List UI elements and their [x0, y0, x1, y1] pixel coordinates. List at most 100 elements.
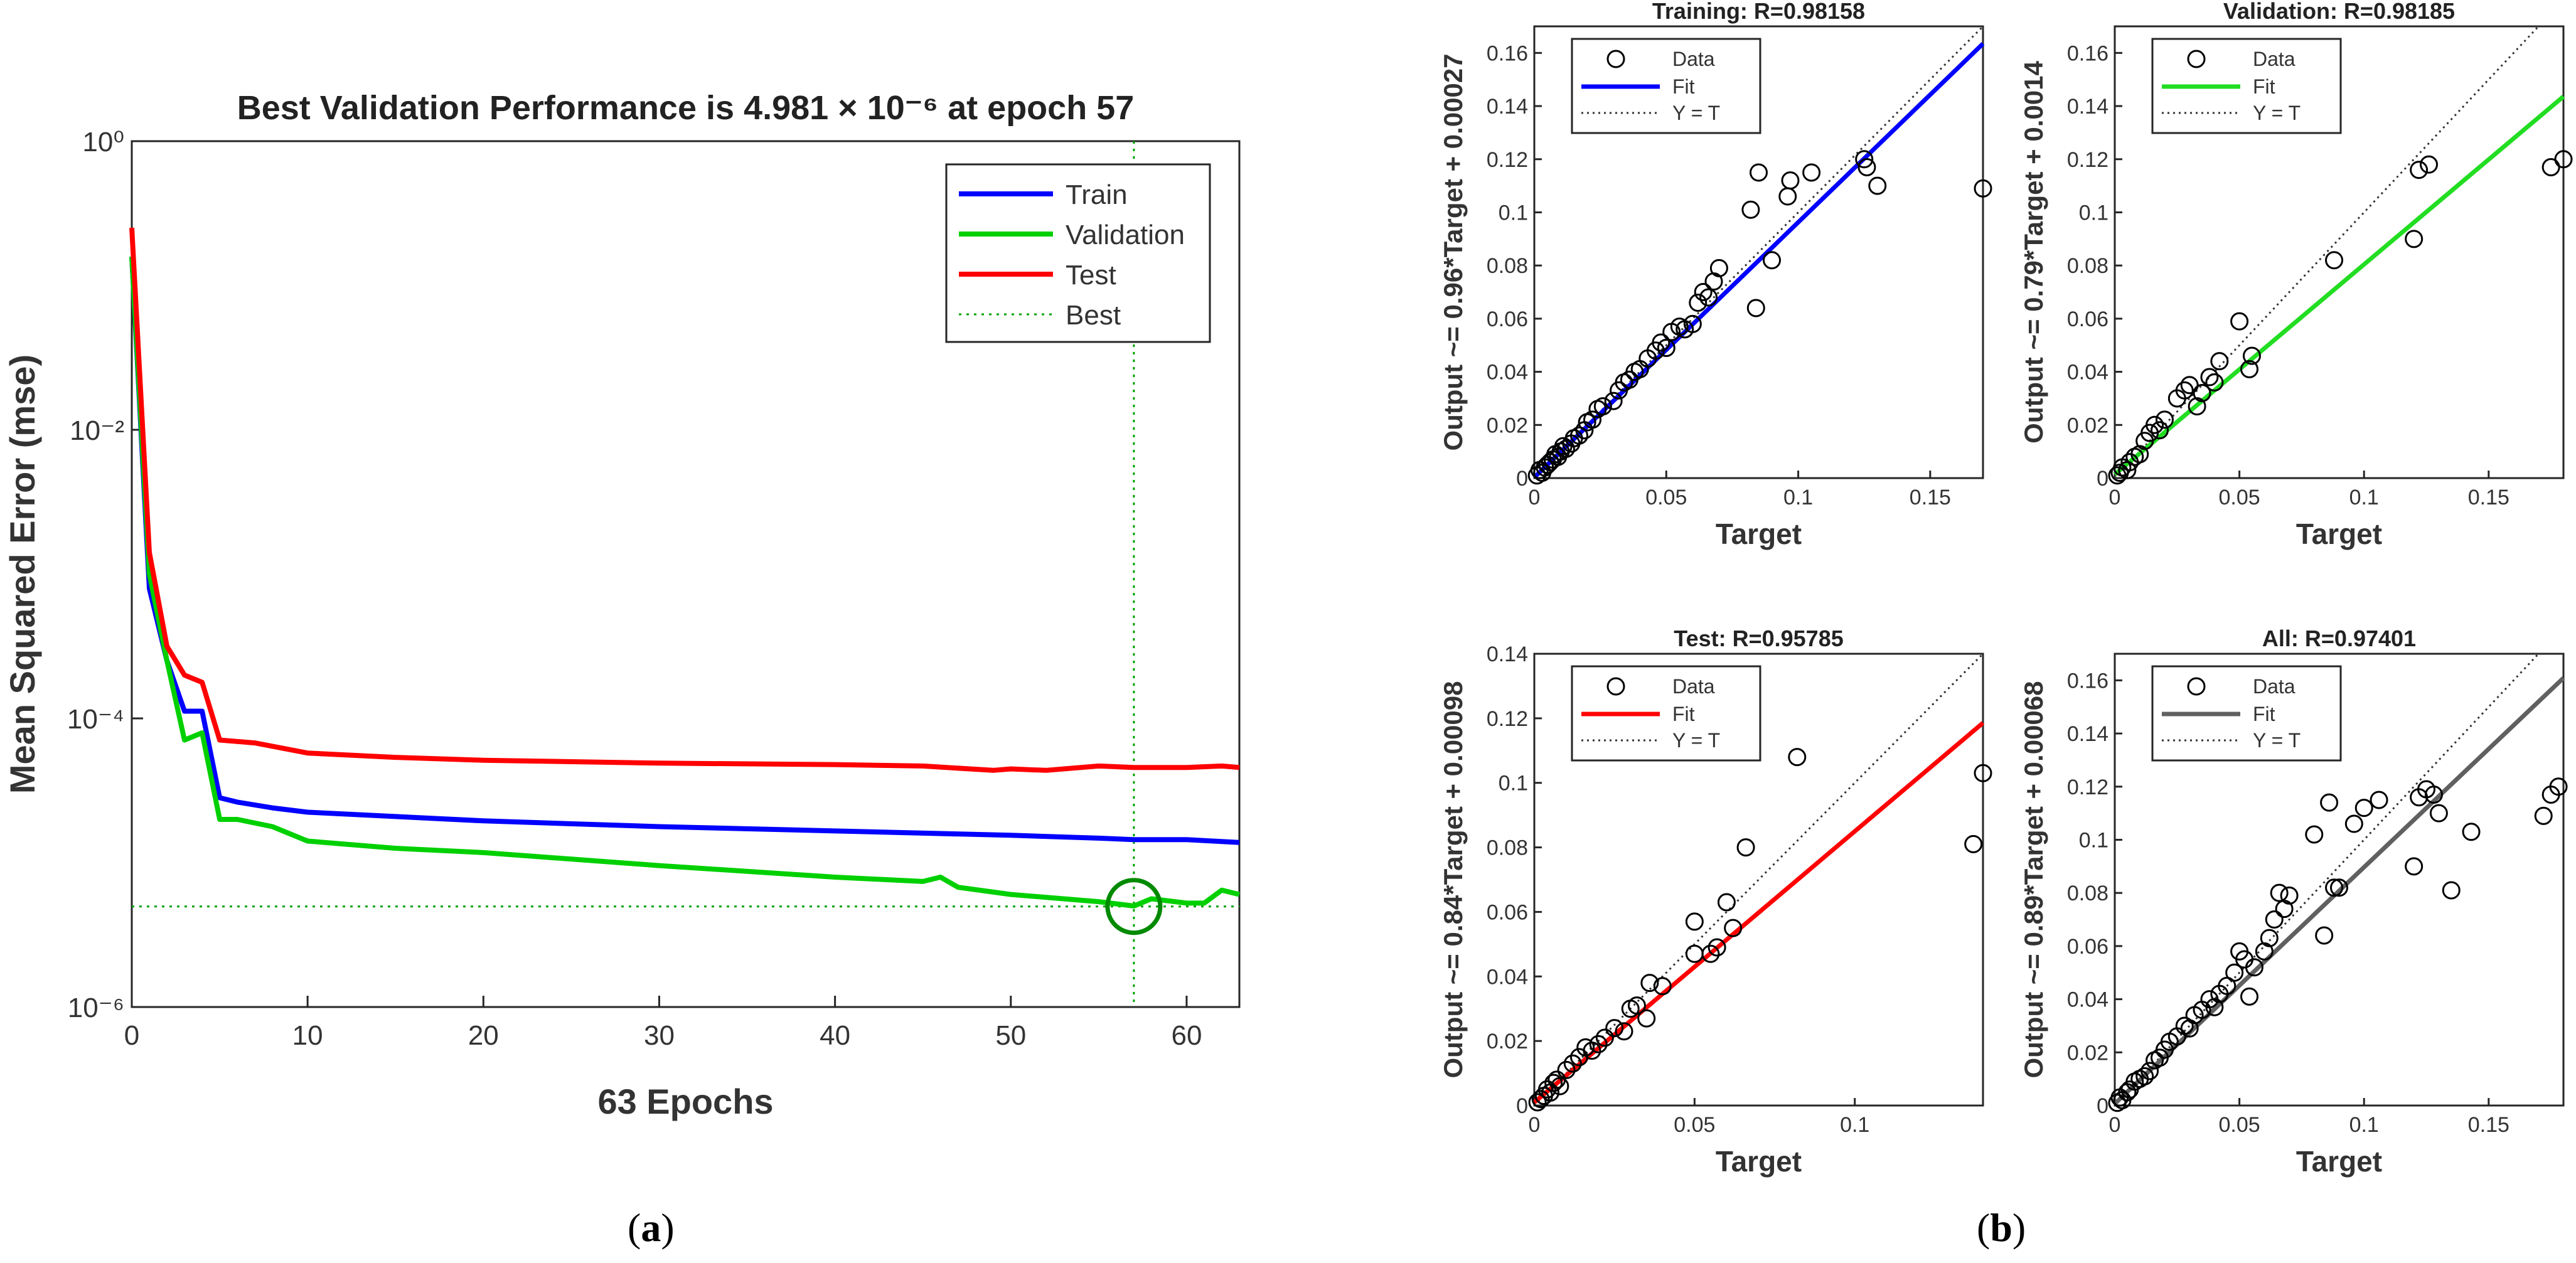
reg-training-data-point [1974, 179, 1992, 198]
panel-label-b-text: b [1990, 1205, 2012, 1250]
reg-training-data-point [1781, 171, 1800, 190]
reg-all-legend-data-label: Data [2253, 675, 2295, 698]
reg-all-ytick-label: 0.04 [2067, 988, 2108, 1012]
reg-test-data-point [1528, 1093, 1547, 1112]
reg-validation-ytick-label: 0.16 [2067, 41, 2108, 65]
reg-all-data-point [2320, 793, 2339, 812]
reg-test-ytick-label: 0.12 [1487, 707, 1528, 731]
reg-test-data-point [1640, 974, 1659, 993]
reg-validation-data-point [2240, 360, 2258, 378]
reg-test-ytick-label: 0.02 [1487, 1030, 1528, 1053]
reg-test-data-point [1531, 1090, 1550, 1109]
reg-training-ytick-label: 0.16 [1487, 41, 1528, 65]
reg-all-legend-identity-label: Y = T [2253, 729, 2301, 752]
reg-all-data-point [2255, 942, 2274, 961]
perf-xtick-label: 10 [292, 1020, 323, 1051]
reg-test-data-point [1637, 1009, 1656, 1028]
reg-all-data-point [2260, 929, 2279, 947]
perf-series-train [129, 256, 1240, 845]
reg-validation-data-point [2410, 161, 2429, 179]
reg-test-legend-data-label: Data [1672, 675, 1715, 698]
reg-validation-ytick-label: 0 [2097, 467, 2108, 491]
reg-test-data-point [1964, 834, 1983, 853]
reg-validation-ylabel: Output ~= 0.79*Target + 0.0014 [2019, 61, 2048, 444]
reg-all-data-point [2270, 883, 2289, 902]
reg-validation-ytick-label: 0.04 [2067, 361, 2108, 385]
perf-xtick-label: 30 [644, 1020, 675, 1051]
reg-validation-xlabel: Target [2296, 518, 2382, 550]
perf-series-test [129, 227, 1240, 773]
reg-validation-identity-line [2114, 25, 2540, 479]
reg-test-ytick-label: 0 [1516, 1094, 1528, 1118]
reg-validation-data-point [2420, 155, 2438, 174]
reg-training-fit-line [1532, 42, 1985, 479]
reg-training-legend-identity-label: Y = T [1672, 102, 1720, 124]
perf-legend-label-best: Best [1066, 300, 1121, 331]
reg-training-data-point [1709, 258, 1728, 277]
reg-all-identity-line [2114, 653, 2540, 1107]
reg-test-data-point [1563, 1054, 1582, 1073]
reg-test-legend-identity-label: Y = T [1672, 729, 1720, 752]
reg-training-ytick-label: 0.1 [1499, 201, 1528, 225]
reg-training-data-point [1657, 338, 1675, 357]
reg-validation-title: Validation: R=0.98185 [2223, 0, 2455, 24]
reg-test-data-point [1653, 977, 1672, 996]
reg-all-data-point [2245, 958, 2263, 977]
reg-test-data-point [1557, 1060, 1576, 1079]
reg-training-data-point [1741, 200, 1760, 219]
reg-all-xtick-label: 0.05 [2219, 1113, 2260, 1137]
perf-title: Best Validation Performance is 4.981 × 1… [237, 89, 1135, 127]
reg-all-legend-fit-label: Fit [2253, 703, 2275, 725]
reg-all-title: All: R=0.97401 [2262, 626, 2416, 651]
reg-training-data-point [1699, 288, 1718, 307]
reg-test-data-point [1708, 938, 1726, 957]
reg-test-data-point [1589, 1035, 1608, 1053]
reg-training-data-point [1652, 333, 1670, 352]
reg-training-data-point [1689, 293, 1708, 312]
reg-training-ytick-label: 0.12 [1487, 148, 1528, 172]
perf-series-validation [129, 256, 1240, 909]
reg-training-data-point [1855, 150, 1874, 169]
reg-test-xtick-label: 0.05 [1674, 1113, 1715, 1137]
reg-test-ytick-label: 0.1 [1499, 772, 1528, 796]
reg-training-xtick-label: 0.05 [1645, 486, 1687, 509]
reg-validation-legend-data-marker [2187, 50, 2206, 68]
reg-test-title: Test: R=0.95785 [1674, 626, 1844, 651]
reg-training-ytick-label: 0.06 [1487, 307, 1528, 331]
reg-validation-data-point [2210, 352, 2229, 371]
reg-test-ytick-label: 0.08 [1487, 836, 1528, 860]
reg-training-ytick-label: 0.04 [1487, 361, 1528, 385]
perf-legend-label-test: Test [1066, 260, 1116, 290]
reg-all-data-point [2330, 878, 2348, 897]
reg-all-data-point [2534, 806, 2553, 825]
reg-all-ylabel: Output ~= 0.89*Target + 0.00068 [2019, 681, 2048, 1078]
reg-all-ytick-label: 0.14 [2067, 722, 2108, 746]
reg-all-ytick-label: 0 [2097, 1094, 2108, 1118]
reg-all-data-point [2140, 1062, 2159, 1080]
reg-test-legend-fit-label: Fit [1672, 703, 1695, 725]
reg-validation-xtick-label: 0.15 [2468, 486, 2509, 509]
reg-test-xtick-label: 0 [1529, 1113, 1541, 1137]
reg-validation-data-point [2130, 445, 2149, 464]
reg-test-ytick-label: 0.04 [1487, 965, 1528, 989]
reg-training-legend-data-label: Data [1672, 48, 1715, 70]
reg-test-data-point [1583, 1042, 1601, 1060]
reg-training-data-point [1750, 163, 1768, 182]
reg-training-legend-fit-label: Fit [1672, 75, 1695, 98]
reg-all-data-point [2370, 791, 2388, 809]
perf-ytick-label: 10⁻² [70, 415, 124, 446]
reg-all-data-point [2225, 963, 2244, 982]
reg-all-data-point [2305, 825, 2324, 844]
panel-label-a-text: a [641, 1205, 661, 1250]
reg-validation-xtick-label: 0 [2109, 486, 2121, 509]
reg-training-data-point [1746, 299, 1765, 317]
perf-ytick-label: 10⁻⁶ [68, 993, 124, 1023]
reg-validation-data-point [2200, 368, 2219, 386]
reg-training-data-point [1802, 163, 1821, 182]
reg-validation-data-point [2325, 251, 2344, 270]
reg-all-data-point [2275, 900, 2294, 919]
perf-xtick-label: 60 [1171, 1020, 1202, 1051]
reg-test-ytick-label: 0.06 [1487, 900, 1528, 924]
reg-validation-data-point [2554, 150, 2573, 169]
reg-test-ytick-label: 0.14 [1487, 642, 1528, 666]
